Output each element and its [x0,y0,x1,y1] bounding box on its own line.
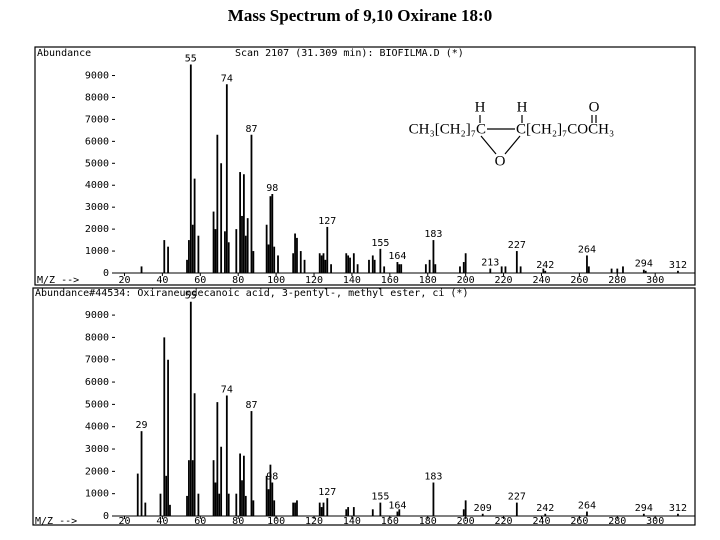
structure-atom: O [495,153,506,169]
x-tick-label: 240 [532,516,550,527]
y-tick-label: 4000 [85,422,109,433]
y-tick-label: 3000 [85,202,109,213]
peak-label: 98 [266,472,278,483]
x-tick-label: 240 [532,275,550,286]
x-tick-label: 200 [457,516,475,527]
y-tick-label: 7000 [85,355,109,366]
peak-label: 155 [371,238,389,249]
x-tick-label: 40 [156,275,168,286]
peak-label: 127 [318,487,336,498]
y-tick-label: 6000 [85,136,109,147]
peak-label: 29 [136,420,148,431]
peak-label: 227 [508,240,526,251]
structure-atom: H [517,99,528,115]
peak-label: 209 [474,503,492,514]
structure: H H CH₃[CH₂]₇C C[CH₂]₇COCH₃ O O [409,99,615,169]
x-axis-label: M/Z --> [35,516,77,527]
peak-label: 242 [536,503,554,514]
chart-header: Abundance#44534: Oxiraneundecanoic acid,… [35,288,468,299]
y-tick-label: 4000 [85,180,109,191]
x-tick-label: 220 [495,275,513,286]
bond [504,135,521,155]
x-tick-label: 300 [646,516,664,527]
y-tick-label: 8000 [85,92,109,103]
peak-label: 55 [185,291,197,302]
peak-label: 312 [669,503,687,514]
x-tick-label: 280 [608,516,626,527]
page-title: Mass Spectrum of 9,10 Oxirane 18:0 [228,6,492,25]
peak-label: 74 [221,73,233,84]
y-tick-label: 3000 [85,444,109,455]
x-tick-label: 140 [343,275,361,286]
x-tick-label: 120 [305,516,323,527]
peak-label: 294 [635,503,653,514]
peak-label: 87 [245,400,257,411]
x-tick-label: 100 [267,275,285,286]
bottom-frame [32,287,696,526]
x-axis-label: M/Z --> [37,275,79,286]
peak-label: 264 [578,501,596,512]
x-tick-label: 260 [570,275,588,286]
y-tick-label: 0 [103,511,109,522]
y-tick-label: 2000 [85,466,109,477]
peak-label: 312 [669,260,687,271]
peak-label: 74 [221,384,233,395]
x-tick-label: 100 [267,516,285,527]
peak-label: 213 [481,258,499,269]
y-tick-label: 6000 [85,377,109,388]
peak-label: 242 [536,260,554,271]
y-tick-label: 9000 [85,310,109,321]
y-tick-label: 5000 [85,399,109,410]
chart-header: Scan 2107 (31.309 min): BIOFILMA.D (*) [235,48,464,59]
y-tick-label: 7000 [85,114,109,125]
x-tick-label: 300 [646,275,664,286]
x-tick-label: 180 [419,275,437,286]
y-tick-label: 8000 [85,332,109,343]
structure-atom: O [589,99,600,115]
peak-label: 264 [578,244,596,255]
x-tick-label: 220 [495,516,513,527]
bond [480,135,497,155]
peak-label: 164 [388,501,406,512]
x-tick-label: 280 [608,275,626,286]
x-tick-label: 60 [194,275,206,286]
x-tick-label: 120 [305,275,323,286]
y-tick-label: 1000 [85,246,109,257]
x-tick-label: 60 [194,516,206,527]
x-tick-label: 140 [343,516,361,527]
x-tick-label: 260 [570,516,588,527]
structure-formula: C[CH₂]₇COCH₃ [516,121,614,137]
structure-formula: CH₃[CH₂]₇C [409,121,486,137]
peak-label: 127 [318,216,336,227]
peak-label: 98 [266,183,278,194]
peak-label: 294 [635,259,653,270]
y-tick-label: 9000 [85,71,109,82]
x-tick-label: 200 [457,275,475,286]
peak-label: 55 [185,54,197,65]
peak-label: 183 [424,472,442,483]
x-tick-label: 160 [381,275,399,286]
peak-label: 87 [245,124,257,135]
x-tick-label: 180 [419,516,437,527]
x-tick-label: 40 [156,516,168,527]
structure-atom: H [475,99,486,115]
peak-label: 183 [424,229,442,240]
y-tick-label: 0 [103,268,109,279]
top-frame [34,46,696,286]
y-tick-label: 1000 [85,489,109,500]
x-tick-label: 20 [118,516,130,527]
x-tick-label: 20 [118,275,130,286]
peak-label: 164 [388,251,406,262]
y-axis-label: Abundance [37,48,91,59]
x-tick-label: 160 [381,516,399,527]
peak-label: 227 [508,492,526,503]
y-tick-label: 2000 [85,224,109,235]
x-tick-label: 80 [232,275,244,286]
x-tick-label: 80 [232,516,244,527]
y-tick-label: 5000 [85,158,109,169]
peak-label: 155 [371,492,389,503]
